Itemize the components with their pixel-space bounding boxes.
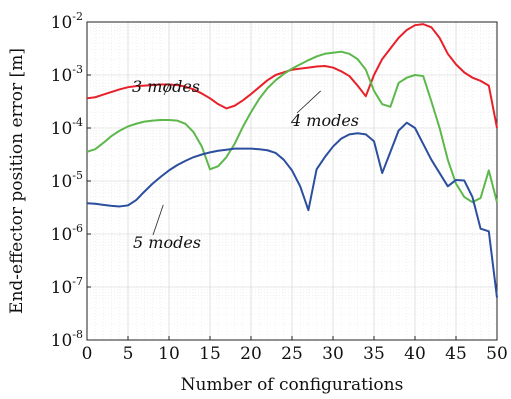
y-tick-label: 10-4 bbox=[51, 116, 83, 139]
x-axis-ticks: 0 5 10 15 20 25 30 35 40 45 50 bbox=[82, 336, 508, 364]
y-axis-label: End-effector position error [m] bbox=[7, 48, 27, 314]
x-tick-label: 40 bbox=[404, 344, 426, 364]
annotation-label: 3 modes bbox=[132, 77, 200, 96]
series-line-5-modes bbox=[86, 121, 498, 298]
annotation-layer: 3 modes 4 modes 5 modes bbox=[132, 77, 359, 252]
annotation-leader-line bbox=[296, 90, 321, 114]
annotation-leader-line bbox=[152, 204, 164, 236]
y-tick-label: 10-3 bbox=[51, 63, 83, 86]
x-tick-label: 50 bbox=[486, 344, 508, 364]
y-axis-ticks: 10-8 10-7 10-6 10-5 10-4 10-3 10-2 bbox=[51, 10, 91, 351]
x-tick-label: 10 bbox=[158, 344, 180, 364]
x-tick-label: 45 bbox=[445, 344, 467, 364]
x-tick-label: 35 bbox=[363, 344, 385, 364]
annotation-label: 4 modes bbox=[290, 111, 359, 130]
x-tick-label: 15 bbox=[199, 344, 221, 364]
y-tick-label: 10-7 bbox=[51, 275, 83, 298]
x-tick-label: 25 bbox=[281, 344, 303, 364]
x-tick-label: 30 bbox=[322, 344, 344, 364]
y-tick-label: 10-8 bbox=[51, 328, 83, 351]
x-axis-label: Number of configurations bbox=[181, 375, 404, 395]
y-tick-label: 10-2 bbox=[51, 10, 83, 33]
series-line-4-modes bbox=[86, 50, 498, 204]
x-tick-label: 5 bbox=[123, 344, 134, 364]
annotation-label: 5 modes bbox=[133, 233, 201, 252]
x-tick-label: 0 bbox=[82, 344, 93, 364]
y-tick-label: 10-5 bbox=[51, 169, 83, 192]
series-layer bbox=[86, 23, 498, 298]
annotation-leader-line bbox=[163, 84, 170, 96]
x-tick-label: 20 bbox=[240, 344, 262, 364]
grid bbox=[86, 22, 498, 341]
y-tick-label: 10-6 bbox=[51, 222, 83, 245]
